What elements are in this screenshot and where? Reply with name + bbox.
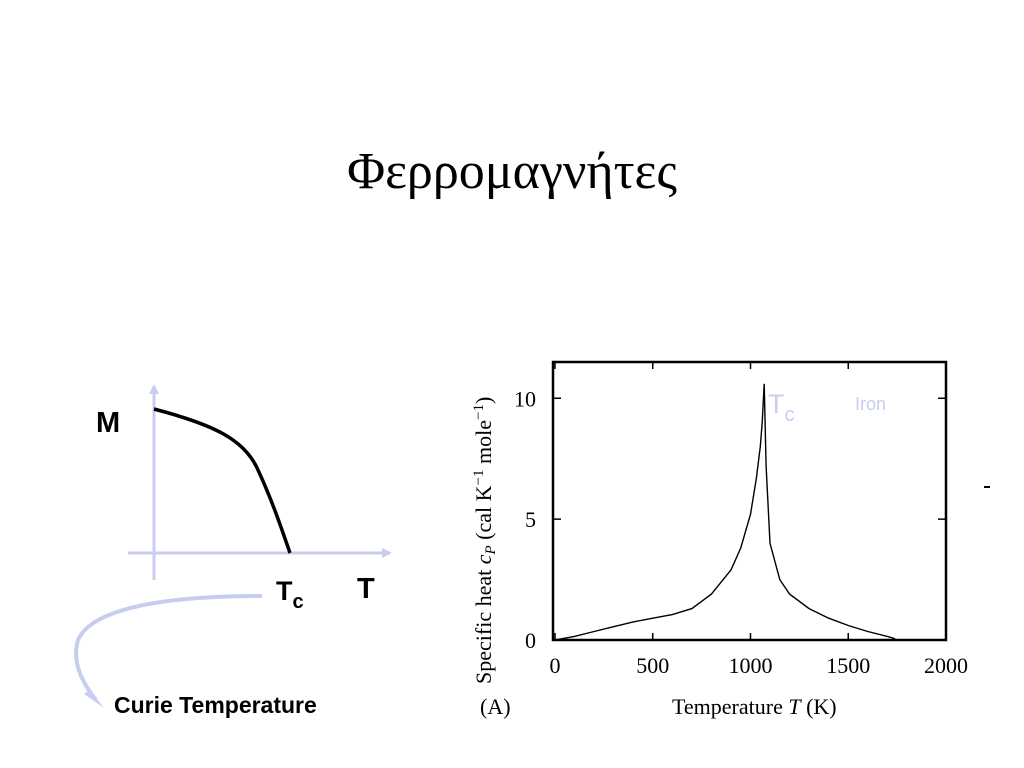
series-label-iron: Iron — [855, 394, 886, 414]
x-axis-label: Temperature T (K) — [672, 694, 837, 719]
curie-temperature-label: Curie Temperature — [114, 692, 317, 718]
panel-label: (A) — [480, 694, 511, 719]
y-tick-label: 0 — [525, 628, 536, 653]
slide-title: Φερρομαγνήτες — [347, 143, 677, 200]
y-tick-label: 5 — [525, 507, 536, 532]
x-tick-label: 1500 — [826, 653, 870, 678]
x-tick-label: 1000 — [729, 653, 773, 678]
x-tick-label: 2000 — [924, 653, 968, 678]
magnetization-curve — [153, 407, 292, 554]
plot-frame — [551, 360, 948, 642]
curie-arrow — [74, 594, 263, 702]
x-tick-label: 0 — [550, 653, 561, 678]
x-tick-label: 500 — [636, 653, 669, 678]
tc-label: Tc — [276, 576, 304, 613]
specific-heat-series-line — [554, 383, 896, 641]
m-label: M — [96, 407, 120, 439]
curie-arrowhead — [84, 690, 104, 708]
t-label: T — [357, 573, 375, 605]
chart-tc-label: Tc — [768, 389, 795, 426]
y-axis-label: Specific heat cP (cal K−1 mole−1) — [471, 397, 499, 684]
y-tick-label: 10 — [514, 386, 536, 411]
specific-heat-chart: 0 500 1000 1500 2000 0 5 10 Tc Iron Specific he… — [471, 360, 968, 719]
